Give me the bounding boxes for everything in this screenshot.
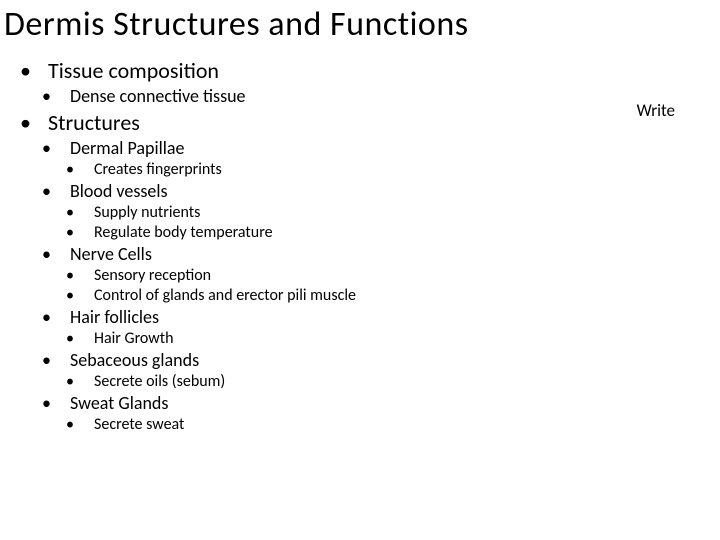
- l3-secrete-oils: Secrete oils (sebum): [80, 372, 720, 391]
- l3-control-glands: Control of glands and erector pili muscl…: [80, 286, 720, 305]
- l2-dense-connective: Dense connective tissue: [56, 85, 720, 107]
- l1-structures: Structures: [34, 109, 720, 136]
- l3-regulate-temp: Regulate body temperature: [80, 223, 720, 242]
- l2-dermal-papillae: Dermal Papillae: [56, 137, 720, 159]
- l3-sensory: Sensory reception: [80, 266, 720, 285]
- l3-hair-growth: Hair Growth: [80, 329, 720, 348]
- l3-fingerprints: Creates fingerprints: [80, 160, 720, 179]
- l3-supply-nutrients: Supply nutrients: [80, 203, 720, 222]
- l2-sweat-glands: Sweat Glands: [56, 392, 720, 414]
- slide-body: Tissue composition Dense connective tiss…: [0, 57, 720, 434]
- l2-blood-vessels: Blood vessels: [56, 180, 720, 202]
- side-note-write: Write: [637, 100, 675, 121]
- l2-hair-follicles: Hair follicles: [56, 306, 720, 328]
- slide-title: Dermis Structures and Functions: [0, 0, 720, 55]
- l3-secrete-sweat: Secrete sweat: [80, 415, 720, 434]
- l2-nerve-cells: Nerve Cells: [56, 243, 720, 265]
- l2-sebaceous: Sebaceous glands: [56, 349, 720, 371]
- l1-tissue-composition: Tissue composition: [34, 57, 720, 84]
